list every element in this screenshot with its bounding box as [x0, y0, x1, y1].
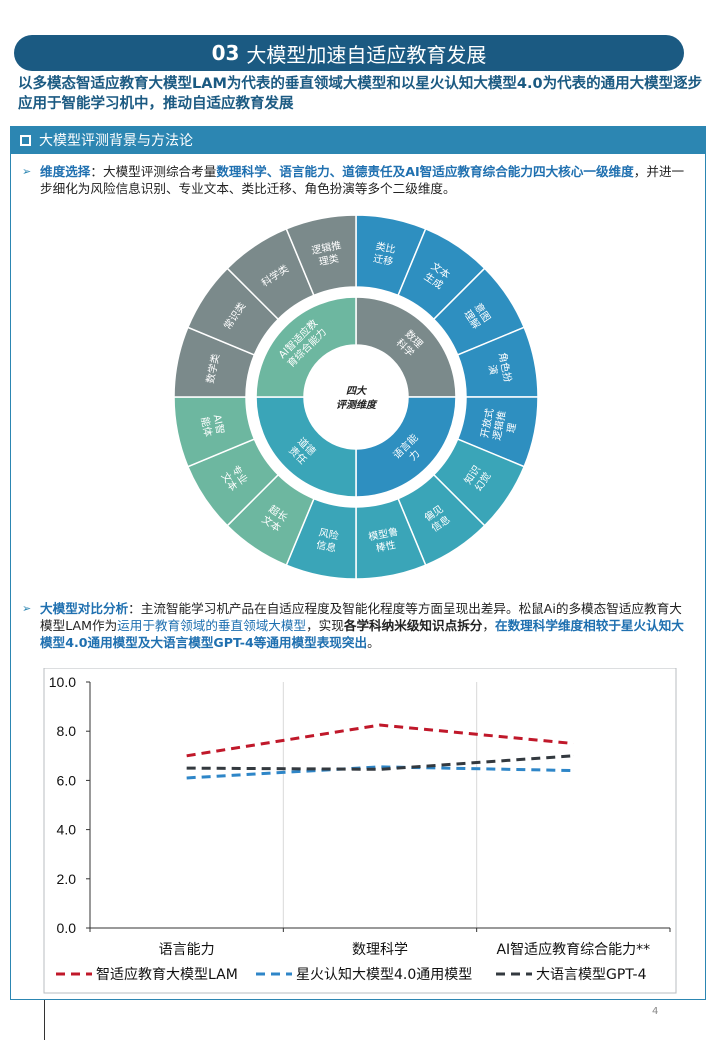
outer-segment — [174, 396, 256, 468]
page-title: 03 大模型加速自适应教育发展 — [14, 35, 684, 71]
section-title: 大模型评测背景与方法论 — [39, 133, 193, 149]
series-line — [186, 754, 574, 771]
svg-text:AI智能体: AI智能体 — [198, 413, 227, 438]
svg-text:风险信息: 风险信息 — [315, 526, 340, 555]
page-subtitle: 以多模态智适应教育大模型LAM为代表的垂直领域大模型和以星火认知大模型4.0为代… — [18, 76, 703, 112]
wheel-label: 开放式逻辑推理 — [478, 407, 521, 444]
text-run: 数理科学、语言能力、道德责任及AI智适应教育综合能力四大核心一级维度 — [216, 164, 634, 179]
series-line — [186, 723, 574, 758]
text-run: 。 — [367, 635, 380, 650]
wheel-label: 类比迁移 — [372, 239, 397, 268]
bullet-model-comparison: ➢ 大模型对比分析：主流智能学习机产品在自适应程度及智能化程度等方面呈现出差异。… — [22, 600, 694, 651]
y-tick-label: 0.0 — [57, 920, 77, 936]
text-run: ：主流智能学习机产品在自适应程度及智能化程度等方面呈现出差异。松鼠Ai的多模态智… — [40, 601, 682, 633]
legend-label: 智适应教育大模型LAM — [96, 966, 238, 983]
text-run: 维度选择 — [40, 164, 91, 179]
wheel-label: 风险信息 — [315, 526, 340, 555]
dimension-wheel: 类比迁移文本生成意图理解角色扮演开放式逻辑推理知识幻觉偏见信息模型鲁棒性风险信息… — [174, 215, 538, 579]
series-line — [186, 765, 574, 780]
bullet-dimension-selection: ➢ 维度选择：大模型评测综合考量数理科学、语言能力、道德责任及AI智适应教育综合… — [22, 163, 694, 197]
square-icon — [20, 134, 31, 146]
wheel-label: AI智能体 — [198, 413, 227, 438]
arrow-right-icon: ➢ — [22, 165, 32, 178]
y-tick-label: 8.0 — [57, 723, 77, 739]
outer-segment — [285, 215, 357, 297]
y-tick-label: 2.0 — [57, 871, 77, 887]
text-run: ， — [482, 618, 495, 633]
arrow-right-icon: ➢ — [22, 602, 32, 615]
title-text: 大模型加速自适应教育发展 — [246, 42, 487, 67]
y-tick-label: 6.0 — [57, 772, 77, 788]
wheel-center — [304, 345, 408, 449]
text-run: 运用于教育领域的垂直领域大模型 — [117, 618, 307, 633]
wheel-center-label: 四大评测维度 — [336, 385, 378, 411]
x-tick-label: 语言能力 — [159, 942, 215, 958]
model-comparison-chart: 0.0 2.0 4.0 6.0 8.0 10.0 语言能力 数理科学 AI智适应教育综合能力**… — [43, 668, 677, 994]
page-number: 4 — [652, 1006, 659, 1017]
outer-segment — [355, 497, 427, 579]
chart-frame — [43, 668, 677, 994]
text-run: ，并进一步细化为风险信息识别、专业文本、类比迁移、角色扮演等多个二级维度。 — [40, 164, 685, 196]
svg-text:类比迁移: 类比迁移 — [372, 239, 397, 268]
y-tick-label: 10.0 — [49, 674, 76, 690]
svg-text:开放式逻辑推理: 开放式逻辑推理 — [478, 407, 521, 444]
divider-line — [44, 1000, 45, 1040]
y-tick-label: 4.0 — [57, 822, 77, 838]
title-number: 03 — [211, 41, 240, 65]
bullet-text: 大模型对比分析：主流智能学习机产品在自适应程度及智能化程度等方面呈现出差异。松鼠… — [22, 600, 694, 651]
x-tick-label: 数理科学 — [352, 942, 408, 958]
text-run: 在数理科学维度相较于星火认知大模型4.0通用模型及大语言模型GPT-4等通用模型… — [40, 618, 684, 650]
outer-segment — [456, 326, 538, 398]
bullet-text: 维度选择：大模型评测综合考量数理科学、语言能力、道德责任及AI智适应教育综合能力… — [22, 163, 694, 197]
text-run: 大模型对比分析 — [40, 601, 129, 616]
section-header: 大模型评测背景与方法论 — [10, 126, 706, 154]
text-run: ：大模型评测综合考量 — [90, 164, 217, 179]
legend-label: 星火认知大模型4.0通用模型 — [296, 966, 472, 983]
text-run: 各学科纳米级知识点拆分 — [343, 618, 483, 633]
text-run: ，实现 — [306, 618, 344, 633]
legend-label: 大语言模型GPT-4 — [536, 967, 647, 983]
x-tick-label: AI智适应教育综合能力** — [496, 941, 650, 958]
